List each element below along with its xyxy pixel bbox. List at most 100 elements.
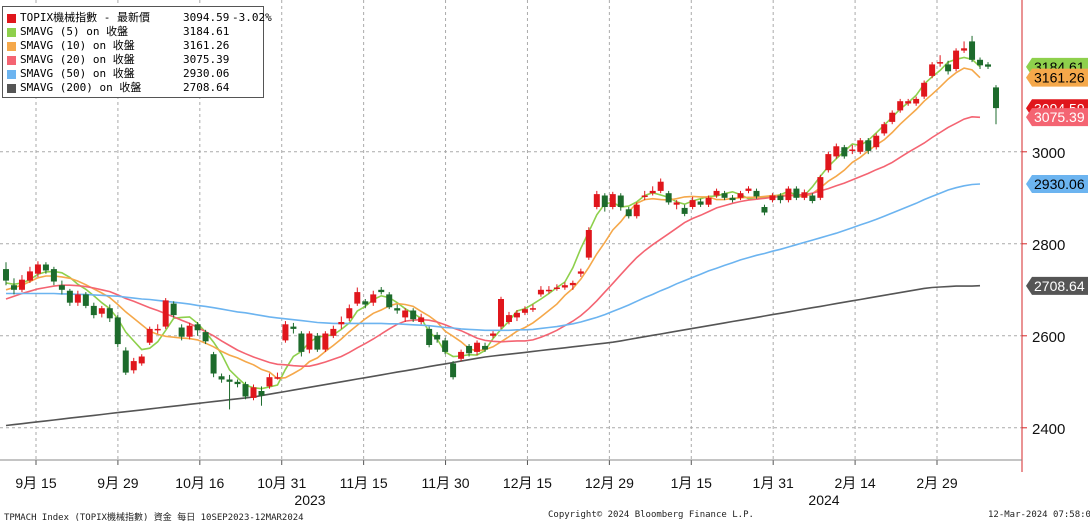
x-tick-label: 2月 29 <box>916 475 957 491</box>
candle-body <box>689 200 696 207</box>
legend-name: SMAVG (5) on 收盤 <box>20 25 129 38</box>
candle-body <box>186 325 193 337</box>
year-label: 2023 <box>294 492 325 508</box>
candle-body <box>130 361 137 371</box>
candle-body <box>553 287 560 289</box>
candle-body <box>450 363 457 378</box>
candle-body <box>561 285 568 288</box>
x-tick-label: 9月 15 <box>15 475 56 491</box>
candle-body <box>657 181 664 191</box>
candle-body <box>801 192 808 198</box>
last-value-tag-label: 2930.06 <box>1034 176 1085 192</box>
candle-body <box>242 384 249 397</box>
candle-body <box>418 317 425 322</box>
candle-body <box>593 194 600 207</box>
candle-body <box>314 335 321 350</box>
legend-value: 3075.39 <box>183 53 230 66</box>
candle-body <box>601 195 608 207</box>
x-tick-label: 2月 14 <box>834 475 875 491</box>
candle-body <box>10 285 17 290</box>
x-tick-label: 9月 29 <box>97 475 138 491</box>
candle-body <box>106 308 113 319</box>
candle-body <box>394 308 401 311</box>
candle-body <box>90 305 97 316</box>
legend-entry: TOPIX機械指數 - 最新價 3094.59 -3.02% <box>7 11 272 25</box>
candle-body <box>729 197 736 201</box>
candle-body <box>945 64 952 72</box>
candle-body <box>402 310 409 318</box>
candle-body <box>154 328 161 331</box>
candle-body <box>537 289 544 295</box>
candle-body <box>793 188 800 198</box>
footer-copyright: Copyright© 2024 Bloomberg Finance L.P. <box>548 510 754 520</box>
candle-body <box>322 333 329 350</box>
candle-body <box>442 340 449 352</box>
candle-body <box>490 333 497 336</box>
candle-body <box>474 342 481 352</box>
candle-body <box>98 308 105 314</box>
candle-body <box>969 41 976 60</box>
candle-body <box>817 177 824 198</box>
candle-body <box>482 345 489 350</box>
candle-body <box>74 294 81 303</box>
candle-body <box>897 101 904 111</box>
candle-body <box>953 50 960 69</box>
candle-body <box>194 324 201 331</box>
candle-body <box>306 333 313 350</box>
last-value-tag: 3075.39 <box>1026 108 1088 127</box>
series-line <box>5 284 981 427</box>
candle-body <box>122 350 129 373</box>
candle-body <box>809 195 816 202</box>
candle-body <box>330 328 337 336</box>
candle-body <box>681 207 688 214</box>
candle-body <box>905 101 912 104</box>
x-tick-label: 10月 16 <box>175 475 224 491</box>
x-tick-label: 11月 15 <box>340 475 388 491</box>
candle-body <box>633 204 640 217</box>
candle-body <box>458 351 465 359</box>
candle-body <box>42 264 49 271</box>
candle-body <box>713 190 720 196</box>
candle-body <box>697 201 704 205</box>
last-value-tag: 2930.06 <box>1026 174 1088 193</box>
legend-entry: SMAVG (20) on 收盤 3075.39 <box>7 53 257 67</box>
candle-body <box>921 82 928 97</box>
legend-swatch <box>7 28 16 37</box>
candle-body <box>769 195 776 201</box>
candle-body <box>761 207 768 213</box>
candle-body <box>961 48 968 51</box>
candle-body <box>737 193 744 198</box>
candle-body <box>202 332 209 342</box>
candle-body <box>82 294 89 306</box>
x-tick-label: 11月 30 <box>422 475 470 491</box>
candle-body <box>913 98 920 104</box>
legend-entry: SMAVG (50) on 收盤 2930.06 <box>7 67 257 81</box>
candle-body <box>617 195 624 207</box>
candle-body <box>753 190 760 197</box>
candle-body <box>673 202 680 205</box>
legend-value: 2708.64 <box>183 81 230 94</box>
candle-body <box>625 209 632 217</box>
candle-body <box>498 299 504 327</box>
candle-body <box>665 193 672 203</box>
candle-body <box>234 381 241 385</box>
candle-body <box>785 188 792 201</box>
year-label: 2024 <box>808 492 839 508</box>
y-tick-label: 2600 <box>1032 329 1065 346</box>
legend: TOPIX機械指數 - 最新價 3094.59 -3.02% SMAVG (5) on… <box>2 6 272 98</box>
last-value-tag-label: 3161.26 <box>1034 70 1085 86</box>
candle-body <box>274 377 281 379</box>
candle-body <box>985 64 992 67</box>
legend-entry: SMAVG (10) on 收盤 3161.26 <box>7 39 257 53</box>
candle-body <box>34 264 41 274</box>
candle-body <box>569 282 576 286</box>
candle-body <box>505 315 512 322</box>
legend-value: 2930.06 <box>183 67 230 80</box>
candle-body <box>881 124 888 134</box>
footer-timestamp: 12-Mar-2024 07:58:01 <box>988 510 1090 520</box>
candle-body <box>114 317 121 345</box>
candle-body <box>370 294 377 303</box>
candle-body <box>777 195 784 201</box>
candle-body <box>649 190 656 194</box>
candle-body <box>338 322 345 325</box>
